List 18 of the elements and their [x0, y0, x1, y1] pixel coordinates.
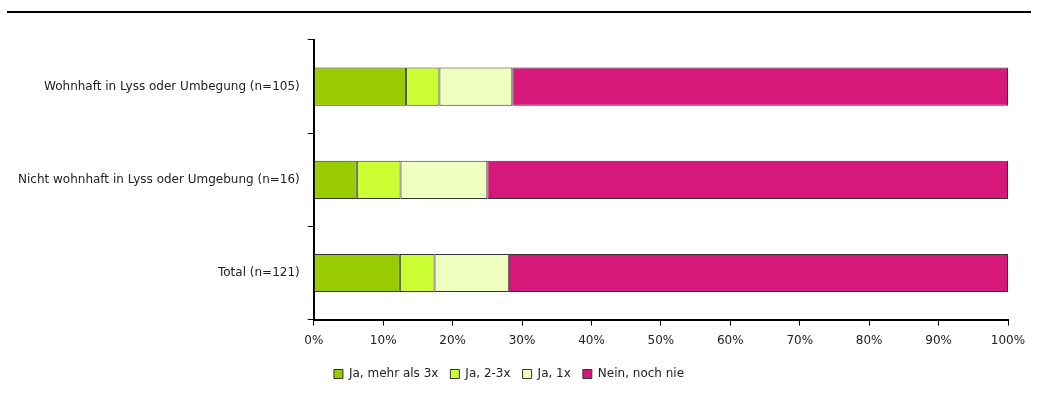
x-tick-label: 60% [716, 332, 744, 347]
x-tick-label: 40% [578, 332, 605, 347]
legend-label: Ja, mehr als 3x [347, 366, 439, 381]
x-tick-label: 20% [439, 332, 466, 347]
legend-label: Ja, 1x [536, 366, 571, 381]
legend-label: Ja, 2-3x [464, 366, 511, 381]
legend-label: Nein, noch nie [597, 366, 685, 381]
y-tick-label: Nicht wohnhaft in Lyss oder Umgebung (n=16) [18, 171, 300, 186]
x-tick-label: 50% [647, 332, 675, 347]
x-tick-label: 0% [304, 332, 324, 347]
x-tick-label: 100% [990, 332, 1026, 347]
x-tick-label: 30% [508, 332, 536, 347]
x-tick-label: 70% [786, 332, 814, 347]
y-tick-label: Total (n=121) [216, 265, 300, 280]
y-tick-label: Wohnhaft in Lyss oder Umbegung (n=105) [44, 78, 300, 93]
x-tick-label: 80% [855, 332, 883, 347]
x-tick-label: 10% [369, 332, 397, 347]
x-tick-label: 90% [925, 332, 952, 347]
